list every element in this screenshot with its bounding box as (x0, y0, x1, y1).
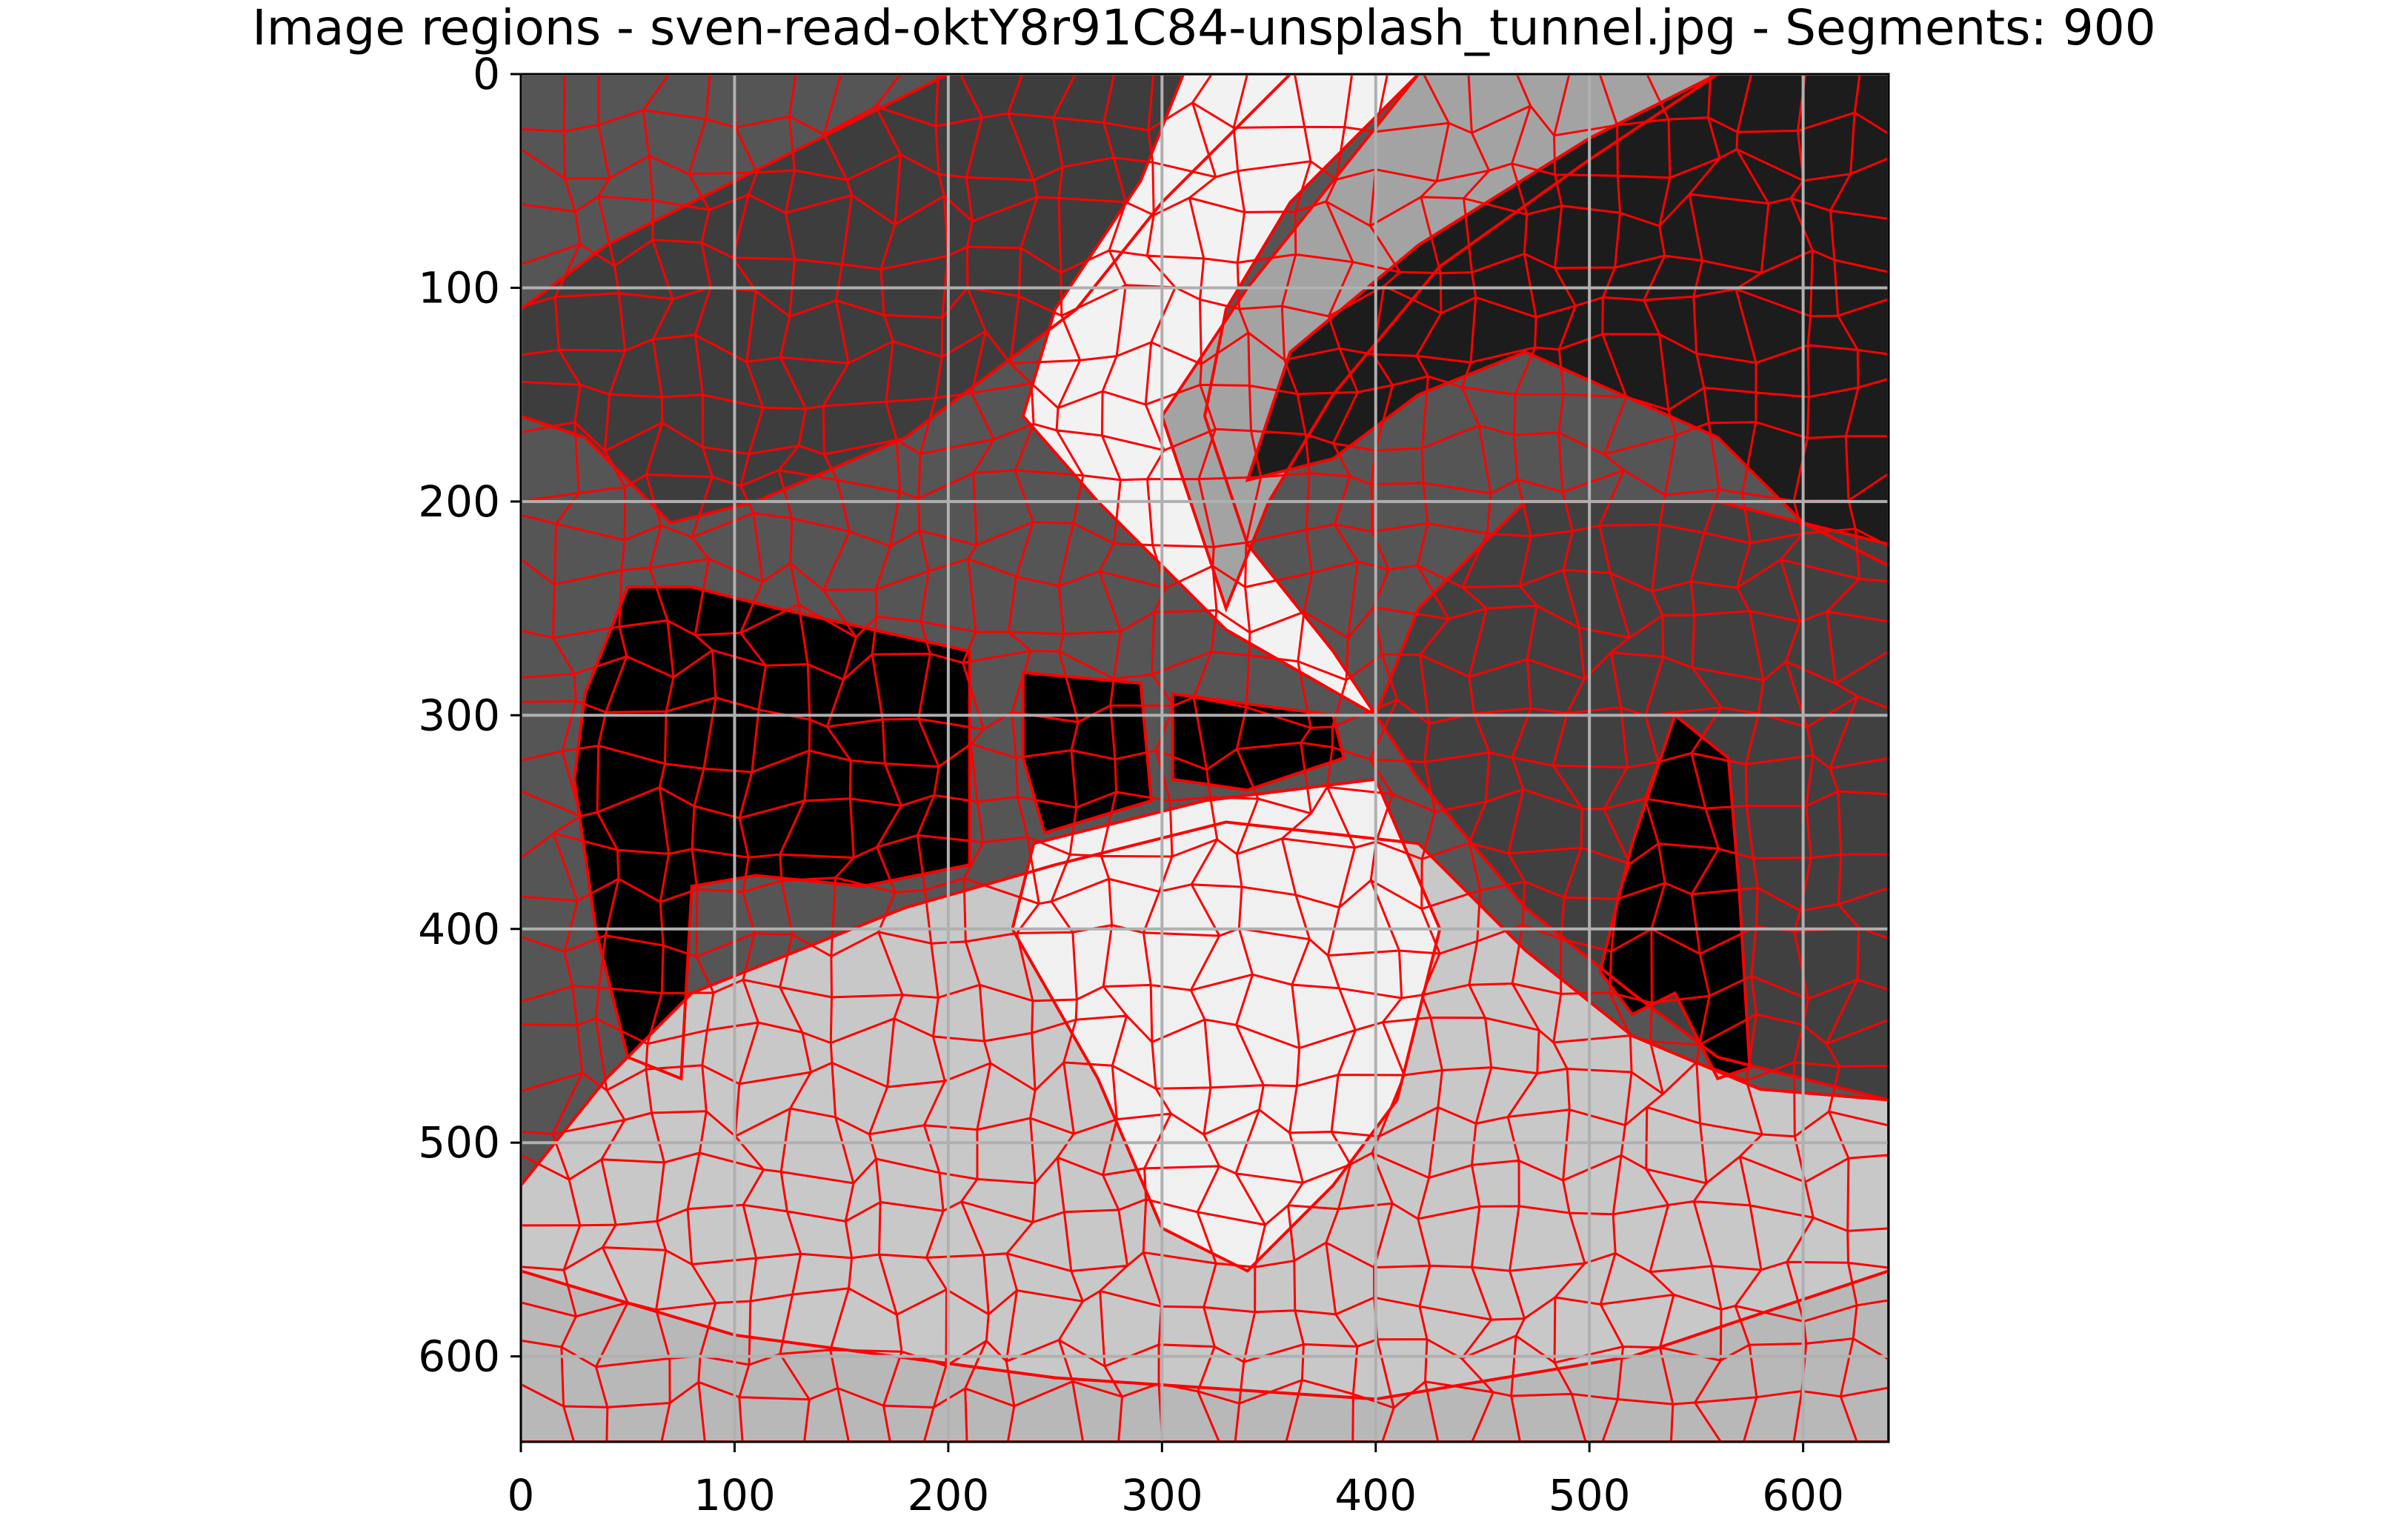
y-tick-label: 0 (473, 49, 500, 99)
y-tick-label: 200 (418, 476, 500, 527)
region-outline-upper-dark-band (521, 74, 1293, 525)
x-tick-label: 600 (1762, 1470, 1844, 1520)
region-right-black-column (1600, 715, 1750, 1079)
x-tick-label: 200 (908, 1470, 990, 1520)
figure-title: Image regions - sven-read-oktY8r91C84-un… (252, 0, 2155, 56)
region-outline-floor-highlight (1011, 777, 1442, 1273)
y-tick-label: 100 (418, 262, 500, 313)
y-tick-label: 600 (418, 1331, 500, 1382)
x-tick-label: 0 (508, 1470, 535, 1520)
y-tick-label: 400 (418, 904, 500, 954)
x-tick-label: 500 (1549, 1470, 1631, 1520)
y-tick-label: 300 (418, 690, 500, 740)
region-outline-center-black-window-1 (1021, 671, 1154, 835)
region-center-black-window-2 (1172, 694, 1344, 791)
region-outline-center-black-window-2 (1171, 692, 1346, 792)
region-floor-lower (521, 1271, 1889, 1442)
region-upper-dark-band (521, 74, 1291, 523)
axes-frame (519, 73, 1890, 1443)
region-outline-right-black-column (1598, 712, 1752, 1081)
grid-lines (521, 74, 1889, 1442)
region-outline-upper-right-dark-wall (1245, 74, 1889, 568)
x-tick-label: 100 (694, 1470, 776, 1520)
region-right-wall (1375, 501, 1889, 1100)
region-light-diagonal-band (1022, 74, 1419, 716)
x-tick-label: 300 (1121, 1470, 1203, 1520)
y-axis: 0 100 200 300 400 500 600 (418, 49, 521, 1382)
region-outline-light-diagonal-band (1021, 74, 1421, 717)
region-outline-floor-light (521, 820, 1889, 1442)
segment-boundary-mesh (521, 74, 1889, 1442)
x-tick-label: 400 (1334, 1470, 1417, 1520)
y-tick-label: 500 (418, 1117, 500, 1168)
region-upper-right-dark-wall (1247, 74, 1889, 566)
segmented-image (521, 74, 1889, 1442)
x-axis: 0 100 200 300 400 500 600 (508, 1442, 1844, 1520)
region-floor-highlight (1012, 779, 1440, 1271)
region-outline-left-black-window (573, 585, 971, 1081)
